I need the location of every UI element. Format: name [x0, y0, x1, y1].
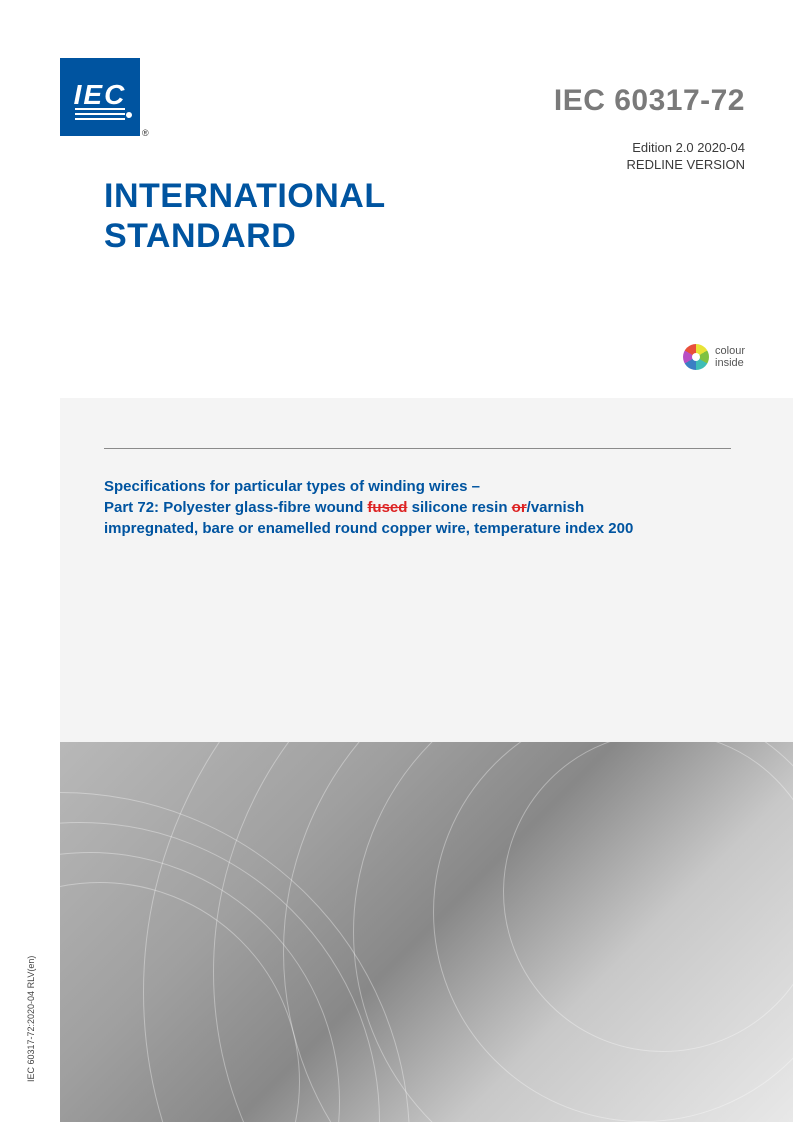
specification-title: Specifications for particular types of w…: [104, 476, 731, 539]
redline-version: REDLINE VERSION: [627, 157, 745, 174]
decorative-graphic: [60, 742, 793, 1122]
logo-text: IEC: [74, 79, 127, 111]
document-number: IEC 60317-72: [554, 84, 745, 118]
redline-strike: or: [512, 499, 527, 516]
logo-dot: [126, 112, 132, 118]
main-heading: INTERNATIONAL STANDARD: [104, 176, 386, 256]
heading-line-1: INTERNATIONAL: [104, 176, 386, 216]
registered-mark: ®: [142, 128, 149, 138]
colour-badge-text: colour inside: [715, 345, 745, 369]
edition-line: Edition 2.0 2020-04: [627, 140, 745, 157]
side-reference-label: IEC 60317-72:2020-04 RLV(en): [26, 956, 36, 1082]
iec-logo: IEC: [60, 58, 140, 136]
edition-block: Edition 2.0 2020-04 REDLINE VERSION: [627, 140, 745, 174]
content-panel: Specifications for particular types of w…: [60, 398, 793, 1122]
heading-line-2: STANDARD: [104, 216, 386, 256]
spec-line-1: Specifications for particular types of w…: [104, 476, 731, 497]
horizontal-rule: [104, 448, 731, 449]
spec-line-3: impregnated, bare or enamelled round cop…: [104, 518, 731, 539]
spec-line-2: Part 72: Polyester glass-fibre wound fus…: [104, 497, 731, 518]
logo-lines: [75, 113, 125, 115]
colour-wheel-icon: [683, 344, 709, 370]
colour-inside-badge: colour inside: [683, 344, 745, 370]
redline-strike: fused: [367, 499, 407, 516]
